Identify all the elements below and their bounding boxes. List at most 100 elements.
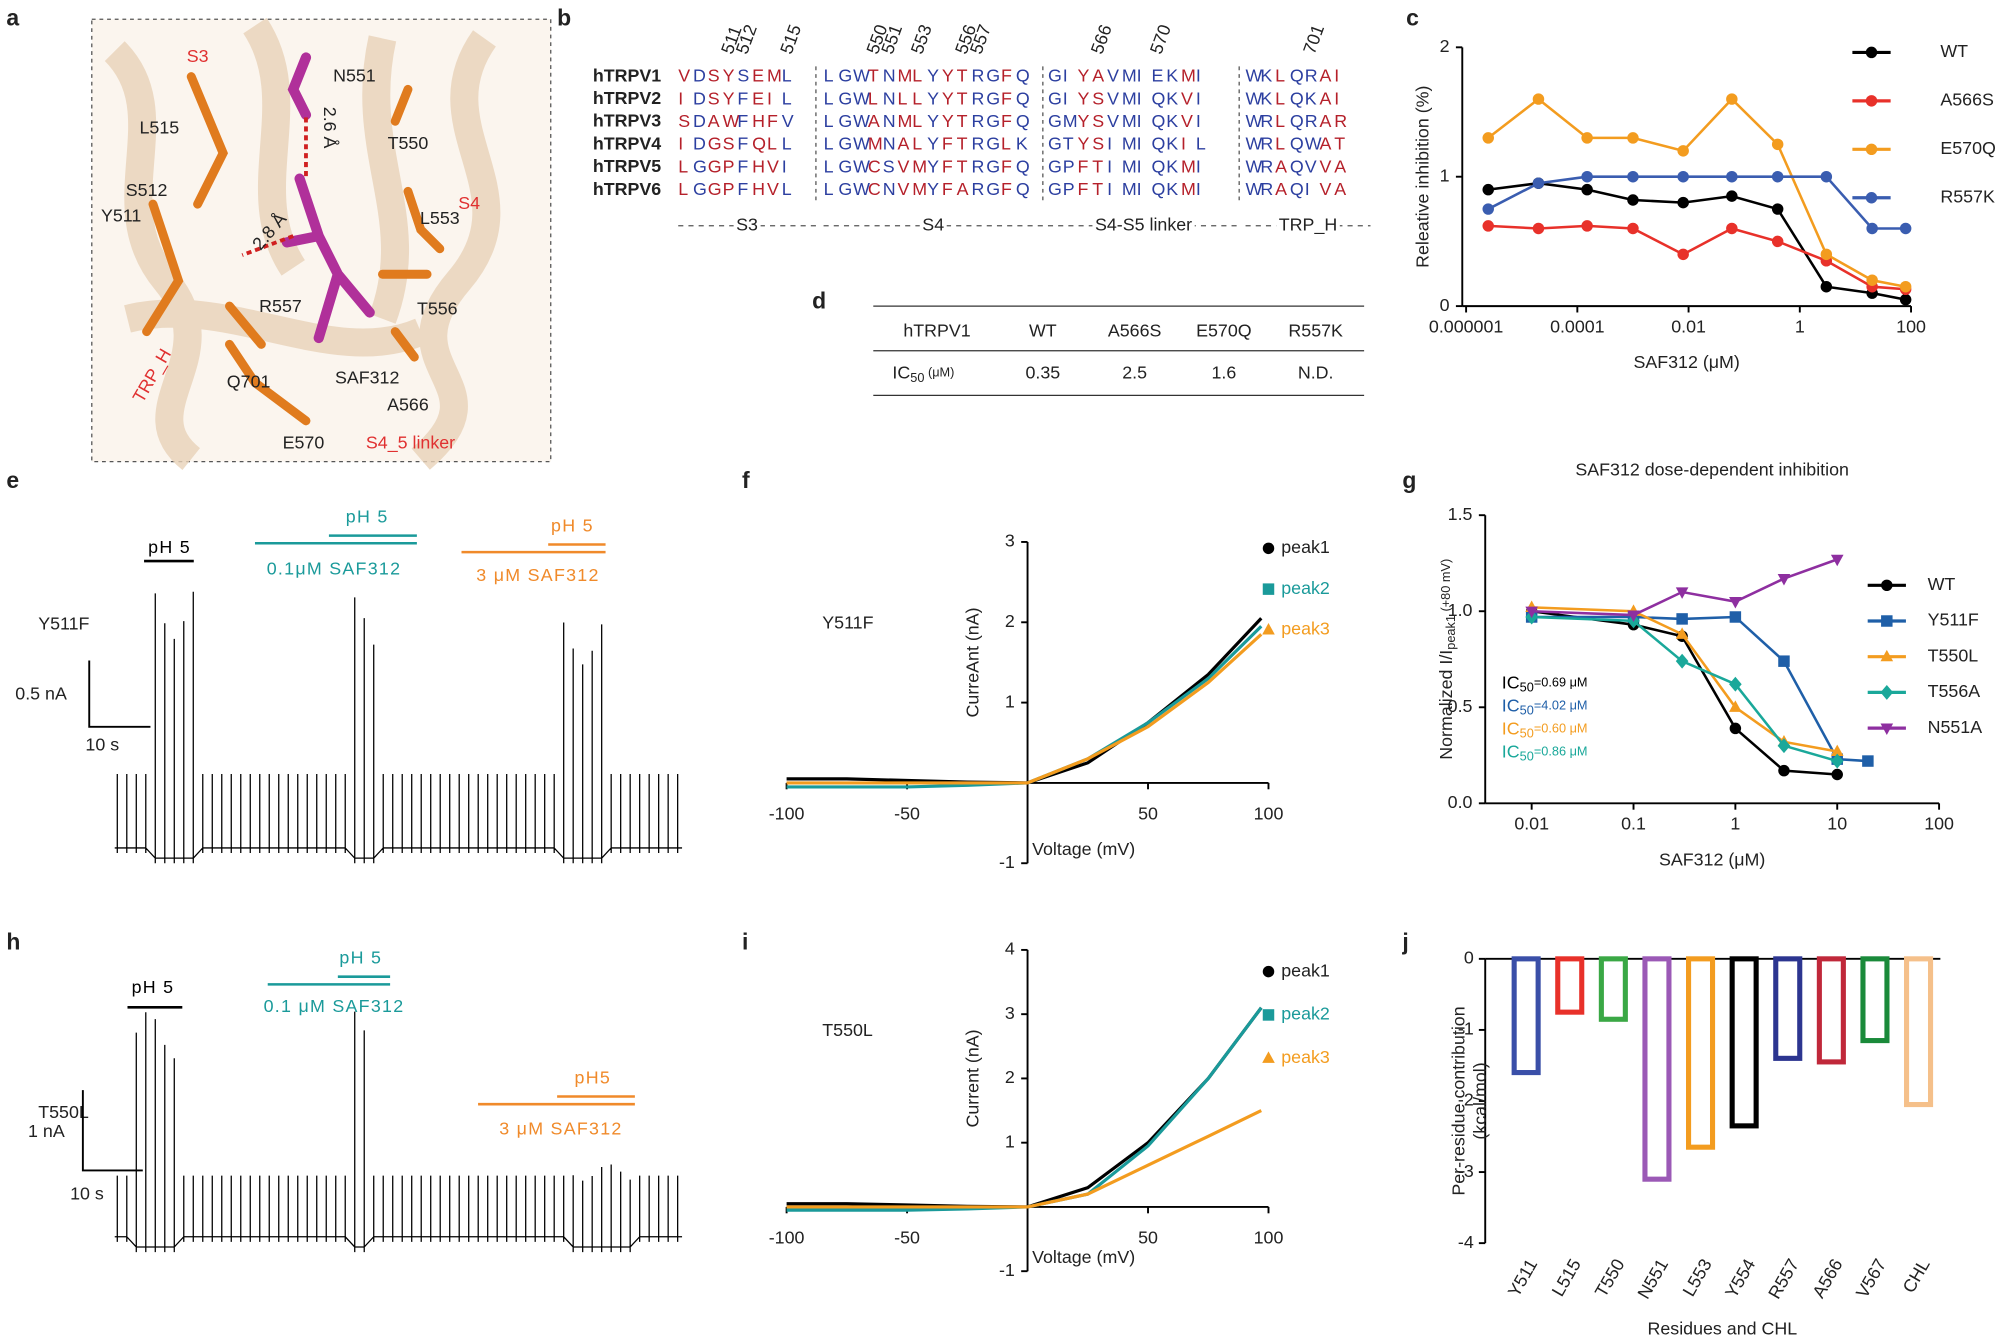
residue-letter: P: [1063, 156, 1075, 176]
residue-letter: Q: [1290, 111, 1304, 131]
residue-letter: I: [1196, 88, 1201, 108]
sequence-segment: GMY S V MI QK V I: [1048, 111, 1201, 131]
sequence-name: hTRPV2: [593, 88, 661, 108]
x-tick-label: 1: [1730, 814, 1740, 834]
residue-letter: D: [693, 65, 706, 85]
x-tick-label: 1: [1795, 317, 1805, 337]
marker: [1532, 93, 1545, 105]
scale-label: 10 s: [85, 735, 119, 755]
sequence-name: hTRPV3: [593, 111, 661, 131]
residue-letter: I: [767, 88, 772, 108]
residue-letter: C: [868, 179, 881, 199]
sequence-segment: L GWL N L L Y Y T R GF Q: [824, 88, 1030, 108]
application-label: 0.1 μM SAF312: [264, 996, 405, 1016]
residue-letter: G: [708, 156, 722, 176]
marker: [1729, 700, 1742, 712]
panel-label: e: [6, 467, 19, 493]
legend-marker: [1262, 1009, 1275, 1021]
region-name: S4: [922, 215, 944, 235]
legend-marker: [1881, 579, 1893, 592]
residue-letter: G: [986, 88, 1000, 108]
residue-letter: M: [912, 156, 927, 176]
residue-letter: W: [853, 88, 870, 108]
table-row-label-part: (μM): [924, 365, 954, 380]
residue-letter: V: [898, 156, 910, 176]
x-axis-label: SAF312 (μM): [1633, 352, 1739, 372]
scale-label: 0.5 nA: [15, 684, 67, 704]
residue-letter: P: [723, 179, 735, 199]
legend-label: T550L: [1928, 645, 1979, 665]
residue-letter: R: [1305, 111, 1318, 131]
ic50-annotation: IC50=0.69 μM: [1502, 672, 1588, 695]
residue-letter: S: [723, 133, 735, 153]
residue-letter: Q: [1151, 133, 1165, 153]
residue-letter: Y: [927, 65, 939, 85]
legend-label: peak1: [1281, 537, 1330, 557]
current-trace: [114, 591, 683, 864]
residue-letter: D: [693, 133, 706, 153]
ic50-part: =4.02 μM: [1534, 698, 1588, 713]
region-name: S3: [736, 215, 758, 235]
table-header: A566S: [1108, 320, 1162, 340]
residue-letter: R: [971, 133, 984, 153]
residue-letter: R: [1260, 111, 1273, 131]
residue-letter: A: [1319, 65, 1331, 85]
x-tick-label: 50: [1138, 804, 1158, 824]
residue-letter: G: [693, 179, 707, 199]
residue-letter: T: [957, 156, 968, 176]
residue-letter: K: [1166, 88, 1178, 108]
application-label: pH 5: [148, 537, 191, 557]
marker: [1525, 606, 1538, 619]
position-label: 701: [1299, 22, 1328, 57]
marker: [1778, 764, 1790, 777]
residue-letter: F: [737, 111, 748, 131]
residue-letter: I: [1137, 88, 1142, 108]
series-line: [1487, 97, 1906, 288]
residue-letter: V: [1107, 65, 1119, 85]
marker: [1482, 203, 1494, 215]
residue-letter: G: [838, 88, 852, 108]
ic50-part: =0.86 μM: [1534, 744, 1588, 759]
ic50-part: IC: [1502, 672, 1520, 692]
residue-letter: A: [1319, 133, 1331, 153]
residue-letter: M: [912, 179, 927, 199]
x-tick-label: -100: [769, 1228, 805, 1248]
marker: [1830, 554, 1844, 567]
residue-letter: F: [737, 179, 748, 199]
marker: [1627, 194, 1639, 206]
residue-letter: R: [1260, 156, 1273, 176]
residue-letter: N: [883, 179, 896, 199]
residue-letter: G: [708, 133, 722, 153]
legend-marker: [1865, 95, 1878, 107]
region-label: S4: [458, 193, 480, 213]
residue-letter: Y: [942, 111, 954, 131]
series-line: [786, 633, 1263, 785]
sequence-segment: WK L QK A I: [1246, 88, 1340, 108]
panel-label: i: [742, 929, 748, 955]
marker: [1771, 138, 1784, 151]
residue-letter: G: [986, 65, 1000, 85]
residue-letter: I: [1107, 156, 1112, 176]
ic50-annotation: IC50=0.60 μM: [1502, 718, 1588, 741]
residue-letter: M: [898, 111, 913, 131]
legend-label: peak1: [1281, 960, 1330, 980]
sequence-segment: L GWA N ML Y Y T R GF Q: [824, 111, 1030, 131]
residue-letter: V: [1181, 111, 1193, 131]
x-tick-label: -50: [894, 804, 920, 824]
ic50-part: IC: [1502, 741, 1520, 761]
residue-letter: F: [942, 133, 953, 153]
residue-letter: Y: [723, 88, 735, 108]
residue-letter: V: [1107, 88, 1119, 108]
table-header: hTRPV1: [903, 320, 970, 340]
marker: [1726, 190, 1738, 202]
ic50-part: =0.60 μM: [1534, 721, 1588, 736]
y-tick-label: 2: [1005, 1067, 1015, 1087]
residue-letter: T: [957, 133, 968, 153]
ic50-annotation: IC50=0.86 μM: [1502, 741, 1588, 764]
residue-letter: W: [1246, 111, 1263, 131]
x-tick-label: R557: [1764, 1255, 1803, 1302]
application-label: pH 5: [132, 977, 175, 997]
residue-letter: P: [723, 156, 735, 176]
sequence-segment: L GWMN A L Y F T R GL K: [824, 133, 1028, 153]
y-tick-label: -2: [1458, 1090, 1474, 1110]
